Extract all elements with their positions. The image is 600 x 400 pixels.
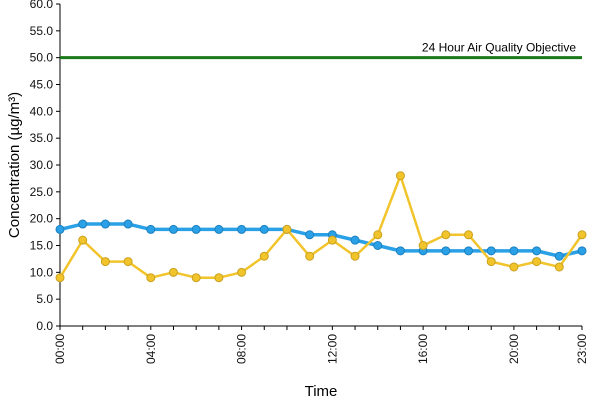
series-2-point: [532, 257, 542, 267]
series-2-point: [305, 251, 315, 261]
series-1-point: [78, 219, 88, 229]
y-tick-label: 5.0: [36, 292, 53, 306]
series-1-point: [123, 219, 133, 229]
series-1-point: [55, 224, 65, 234]
y-tick-label: 20.0: [30, 212, 54, 226]
series-2-point: [350, 251, 360, 261]
series-1-point: [554, 251, 564, 261]
series-1-point: [350, 235, 360, 245]
series-1-point: [305, 230, 315, 240]
series-1-point: [214, 224, 224, 234]
series-1-point: [259, 224, 269, 234]
series-2-point: [577, 230, 587, 240]
series-2-point: [237, 267, 247, 277]
y-tick-label: 55.0: [30, 24, 54, 38]
x-axis-title: Time: [305, 383, 338, 400]
series-2-point: [259, 251, 269, 261]
series-1-point: [191, 224, 201, 234]
y-axis-ticks: 0.0 5.0 10.0 15.0 20.0 25.0 30.0 35.0 40.0 45.0 50…: [30, 0, 60, 333]
x-tick-label: 08:00: [235, 334, 249, 364]
series-1-point: [100, 219, 110, 229]
series-2-point: [146, 273, 156, 283]
y-tick-label: 45.0: [30, 78, 54, 92]
y-tick-label: 35.0: [30, 131, 54, 145]
series-2-point: [395, 171, 405, 181]
x-axis-ticks: 00:00 04:00 08:00 12:00 16:00 20:00 23:00: [53, 326, 589, 364]
series-2-point: [282, 224, 292, 234]
series-2-point: [327, 235, 337, 245]
series-line-1: [59, 222, 583, 258]
series-2-point: [55, 273, 65, 283]
series-2-point: [191, 273, 201, 283]
series-2-point: [214, 273, 224, 283]
series-2-point: [486, 257, 496, 267]
series-2-point: [168, 267, 178, 277]
series-1-point: [532, 246, 542, 256]
reference-line-label: 24 Hour Air Quality Objective: [422, 41, 576, 55]
series-1-point: [464, 246, 474, 256]
x-tick-label: 00:00: [53, 334, 67, 364]
y-tick-label: 25.0: [30, 185, 54, 199]
series-2-point: [464, 230, 474, 240]
series-1-point: [395, 246, 405, 256]
y-tick-label: 15.0: [30, 239, 54, 253]
series-2-point: [123, 257, 133, 267]
series-1-point: [509, 246, 519, 256]
y-axis-title: Concentration (µg/m³): [6, 92, 23, 238]
series-1-point: [146, 224, 156, 234]
y-tick-label: 50.0: [30, 51, 54, 65]
series-1-point: [441, 246, 451, 256]
x-tick-label: 12:00: [325, 334, 339, 364]
series-group: [55, 171, 587, 283]
series-2-point: [509, 262, 519, 272]
series-2-point: [100, 257, 110, 267]
series-2-point: [418, 241, 428, 250]
y-tick-label: 40.0: [30, 104, 54, 118]
series-2-point: [441, 230, 451, 240]
y-tick-label: 30.0: [30, 158, 54, 172]
series-1-point: [373, 241, 383, 250]
series-2-point: [373, 230, 383, 240]
x-tick-label: 04:00: [144, 334, 158, 364]
series-2-point: [78, 235, 88, 245]
series-1-point: [168, 224, 178, 234]
x-tick-label: 23:00: [575, 334, 589, 364]
series-2-point: [554, 262, 564, 272]
series-1-point: [486, 246, 496, 256]
series-1-point: [237, 224, 247, 234]
y-tick-label: 60.0: [30, 0, 54, 11]
series-1-point: [577, 246, 587, 256]
x-tick-label: 16:00: [416, 334, 430, 364]
y-tick-label: 0.0: [36, 319, 53, 333]
y-tick-label: 10.0: [30, 265, 54, 279]
x-tick-label: 20:00: [507, 334, 521, 364]
